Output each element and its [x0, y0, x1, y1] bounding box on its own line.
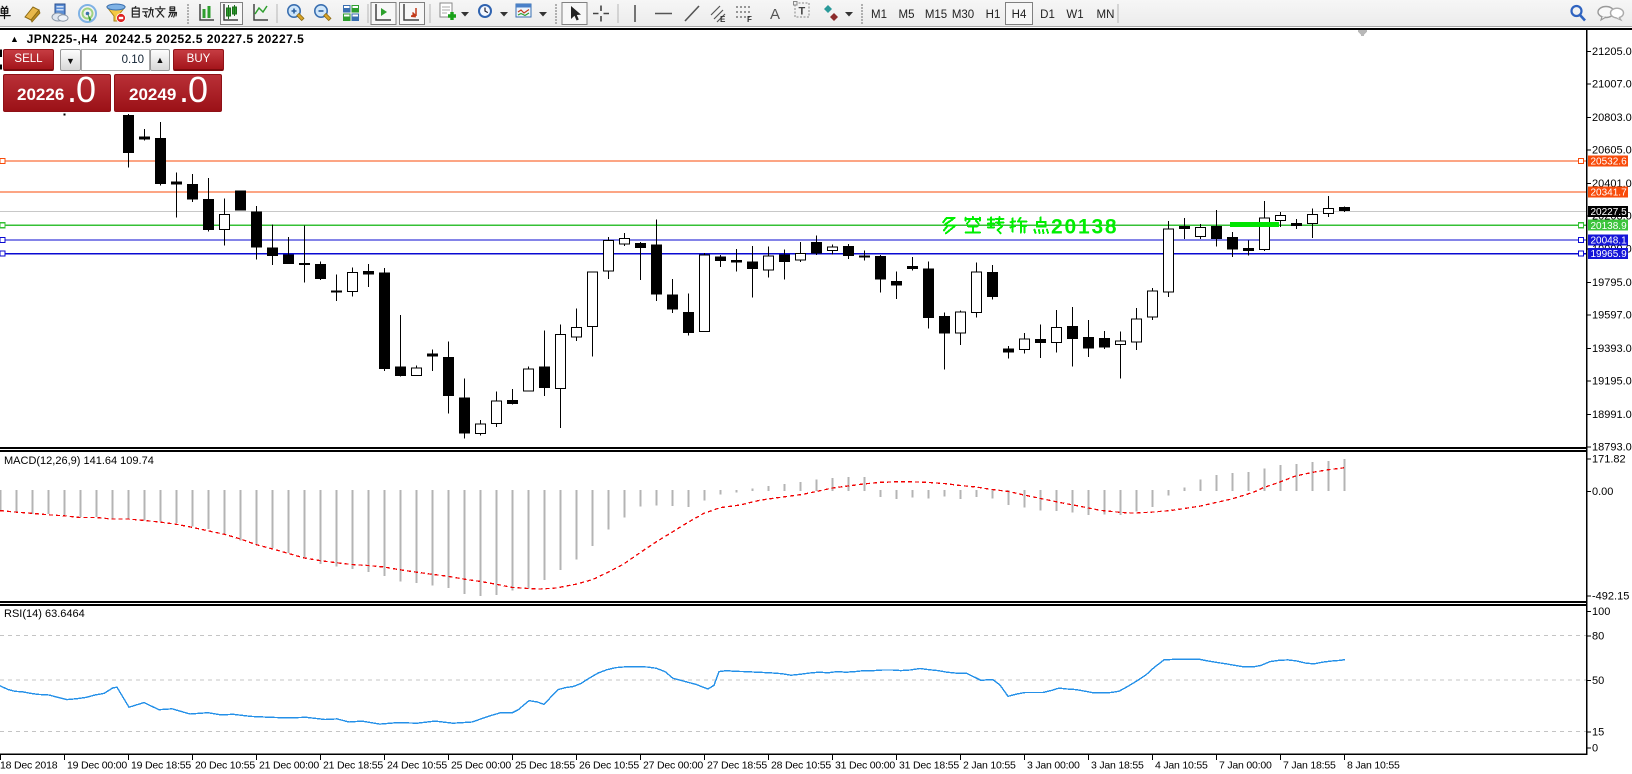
svg-text:28 Dec 10:55: 28 Dec 10:55 — [771, 760, 831, 772]
svg-text:E: E — [720, 15, 726, 24]
svg-text:171.82: 171.82 — [1592, 454, 1626, 466]
svg-text:D1: D1 — [1040, 9, 1055, 21]
svg-text:20803.0: 20803.0 — [1592, 112, 1632, 124]
svg-text:21007.0: 21007.0 — [1592, 79, 1632, 91]
svg-text:20 Dec 10:55: 20 Dec 10:55 — [195, 760, 255, 772]
svg-text:19795.0: 19795.0 — [1592, 277, 1632, 289]
svg-text:18793.0: 18793.0 — [1592, 442, 1632, 454]
svg-text:3 Jan 00:00: 3 Jan 00:00 — [1027, 760, 1080, 772]
svg-text:M30: M30 — [952, 9, 974, 21]
svg-text:24 Dec 10:55: 24 Dec 10:55 — [387, 760, 447, 772]
svg-text:20138: 20138 — [1051, 216, 1118, 239]
svg-text:M15: M15 — [925, 9, 947, 21]
svg-text:20605.0: 20605.0 — [1592, 144, 1632, 156]
svg-text:4 Jan 10:55: 4 Jan 10:55 — [1155, 760, 1208, 772]
svg-text:H1: H1 — [986, 9, 1001, 21]
svg-text:-492.15: -492.15 — [1592, 590, 1629, 602]
svg-text:M1: M1 — [871, 9, 887, 21]
svg-text:21 Dec 18:55: 21 Dec 18:55 — [323, 760, 383, 772]
svg-text:7 Jan 18:55: 7 Jan 18:55 — [1283, 760, 1336, 772]
svg-text:25 Dec 00:00: 25 Dec 00:00 — [451, 760, 511, 772]
svg-text:RSI(14) 63.6464: RSI(14) 63.6464 — [4, 608, 85, 620]
svg-text:31 Dec 00:00: 31 Dec 00:00 — [835, 760, 895, 772]
svg-text:20532.6: 20532.6 — [1591, 157, 1628, 168]
svg-text:26 Dec 10:55: 26 Dec 10:55 — [579, 760, 639, 772]
svg-text:27 Dec 00:00: 27 Dec 00:00 — [643, 760, 703, 772]
svg-text:M5: M5 — [899, 9, 915, 21]
svg-text:80: 80 — [1592, 631, 1604, 643]
svg-text:19195.0: 19195.0 — [1592, 376, 1632, 388]
svg-text:F: F — [747, 15, 752, 24]
svg-text:T: T — [799, 6, 806, 18]
svg-text:20227.5: 20227.5 — [1591, 207, 1628, 218]
svg-text:20048.1: 20048.1 — [1591, 236, 1628, 247]
svg-text:0: 0 — [1592, 743, 1598, 755]
svg-text:21 Dec 00:00: 21 Dec 00:00 — [259, 760, 319, 772]
svg-text:19 Dec 00:00: 19 Dec 00:00 — [67, 760, 127, 772]
svg-text:19393.0: 19393.0 — [1592, 343, 1632, 355]
svg-text:25 Dec 18:55: 25 Dec 18:55 — [515, 760, 575, 772]
svg-text:100: 100 — [1592, 606, 1610, 618]
svg-text:27 Dec 18:55: 27 Dec 18:55 — [707, 760, 767, 772]
svg-text:50: 50 — [1592, 675, 1604, 687]
svg-text:19 Dec 18:55: 19 Dec 18:55 — [131, 760, 191, 772]
svg-text:H4: H4 — [1012, 9, 1027, 21]
svg-text:3 Jan 18:55: 3 Jan 18:55 — [1091, 760, 1144, 772]
svg-text:7 Jan 00:00: 7 Jan 00:00 — [1219, 760, 1272, 772]
svg-text:0.00: 0.00 — [1592, 486, 1613, 498]
svg-text:21205.0: 21205.0 — [1592, 46, 1632, 58]
svg-text:W1: W1 — [1066, 9, 1083, 21]
svg-text:20138.9: 20138.9 — [1591, 221, 1628, 232]
svg-text:2 Jan 10:55: 2 Jan 10:55 — [963, 760, 1016, 772]
svg-text:31 Dec 18:55: 31 Dec 18:55 — [899, 760, 959, 772]
svg-text:MN: MN — [1097, 9, 1115, 21]
svg-text:19597.0: 19597.0 — [1592, 310, 1632, 322]
svg-text:18 Dec 2018: 18 Dec 2018 — [0, 760, 58, 772]
svg-text:15: 15 — [1592, 727, 1604, 739]
svg-text:19965.9: 19965.9 — [1591, 249, 1628, 260]
svg-text:A: A — [770, 6, 780, 23]
svg-text:8 Jan 10:55: 8 Jan 10:55 — [1347, 760, 1400, 772]
svg-text:20341.7: 20341.7 — [1591, 188, 1628, 199]
svg-text:18991.0: 18991.0 — [1592, 409, 1632, 421]
svg-text:MACD(12,26,9) 141.64 109.74: MACD(12,26,9) 141.64 109.74 — [4, 455, 154, 467]
